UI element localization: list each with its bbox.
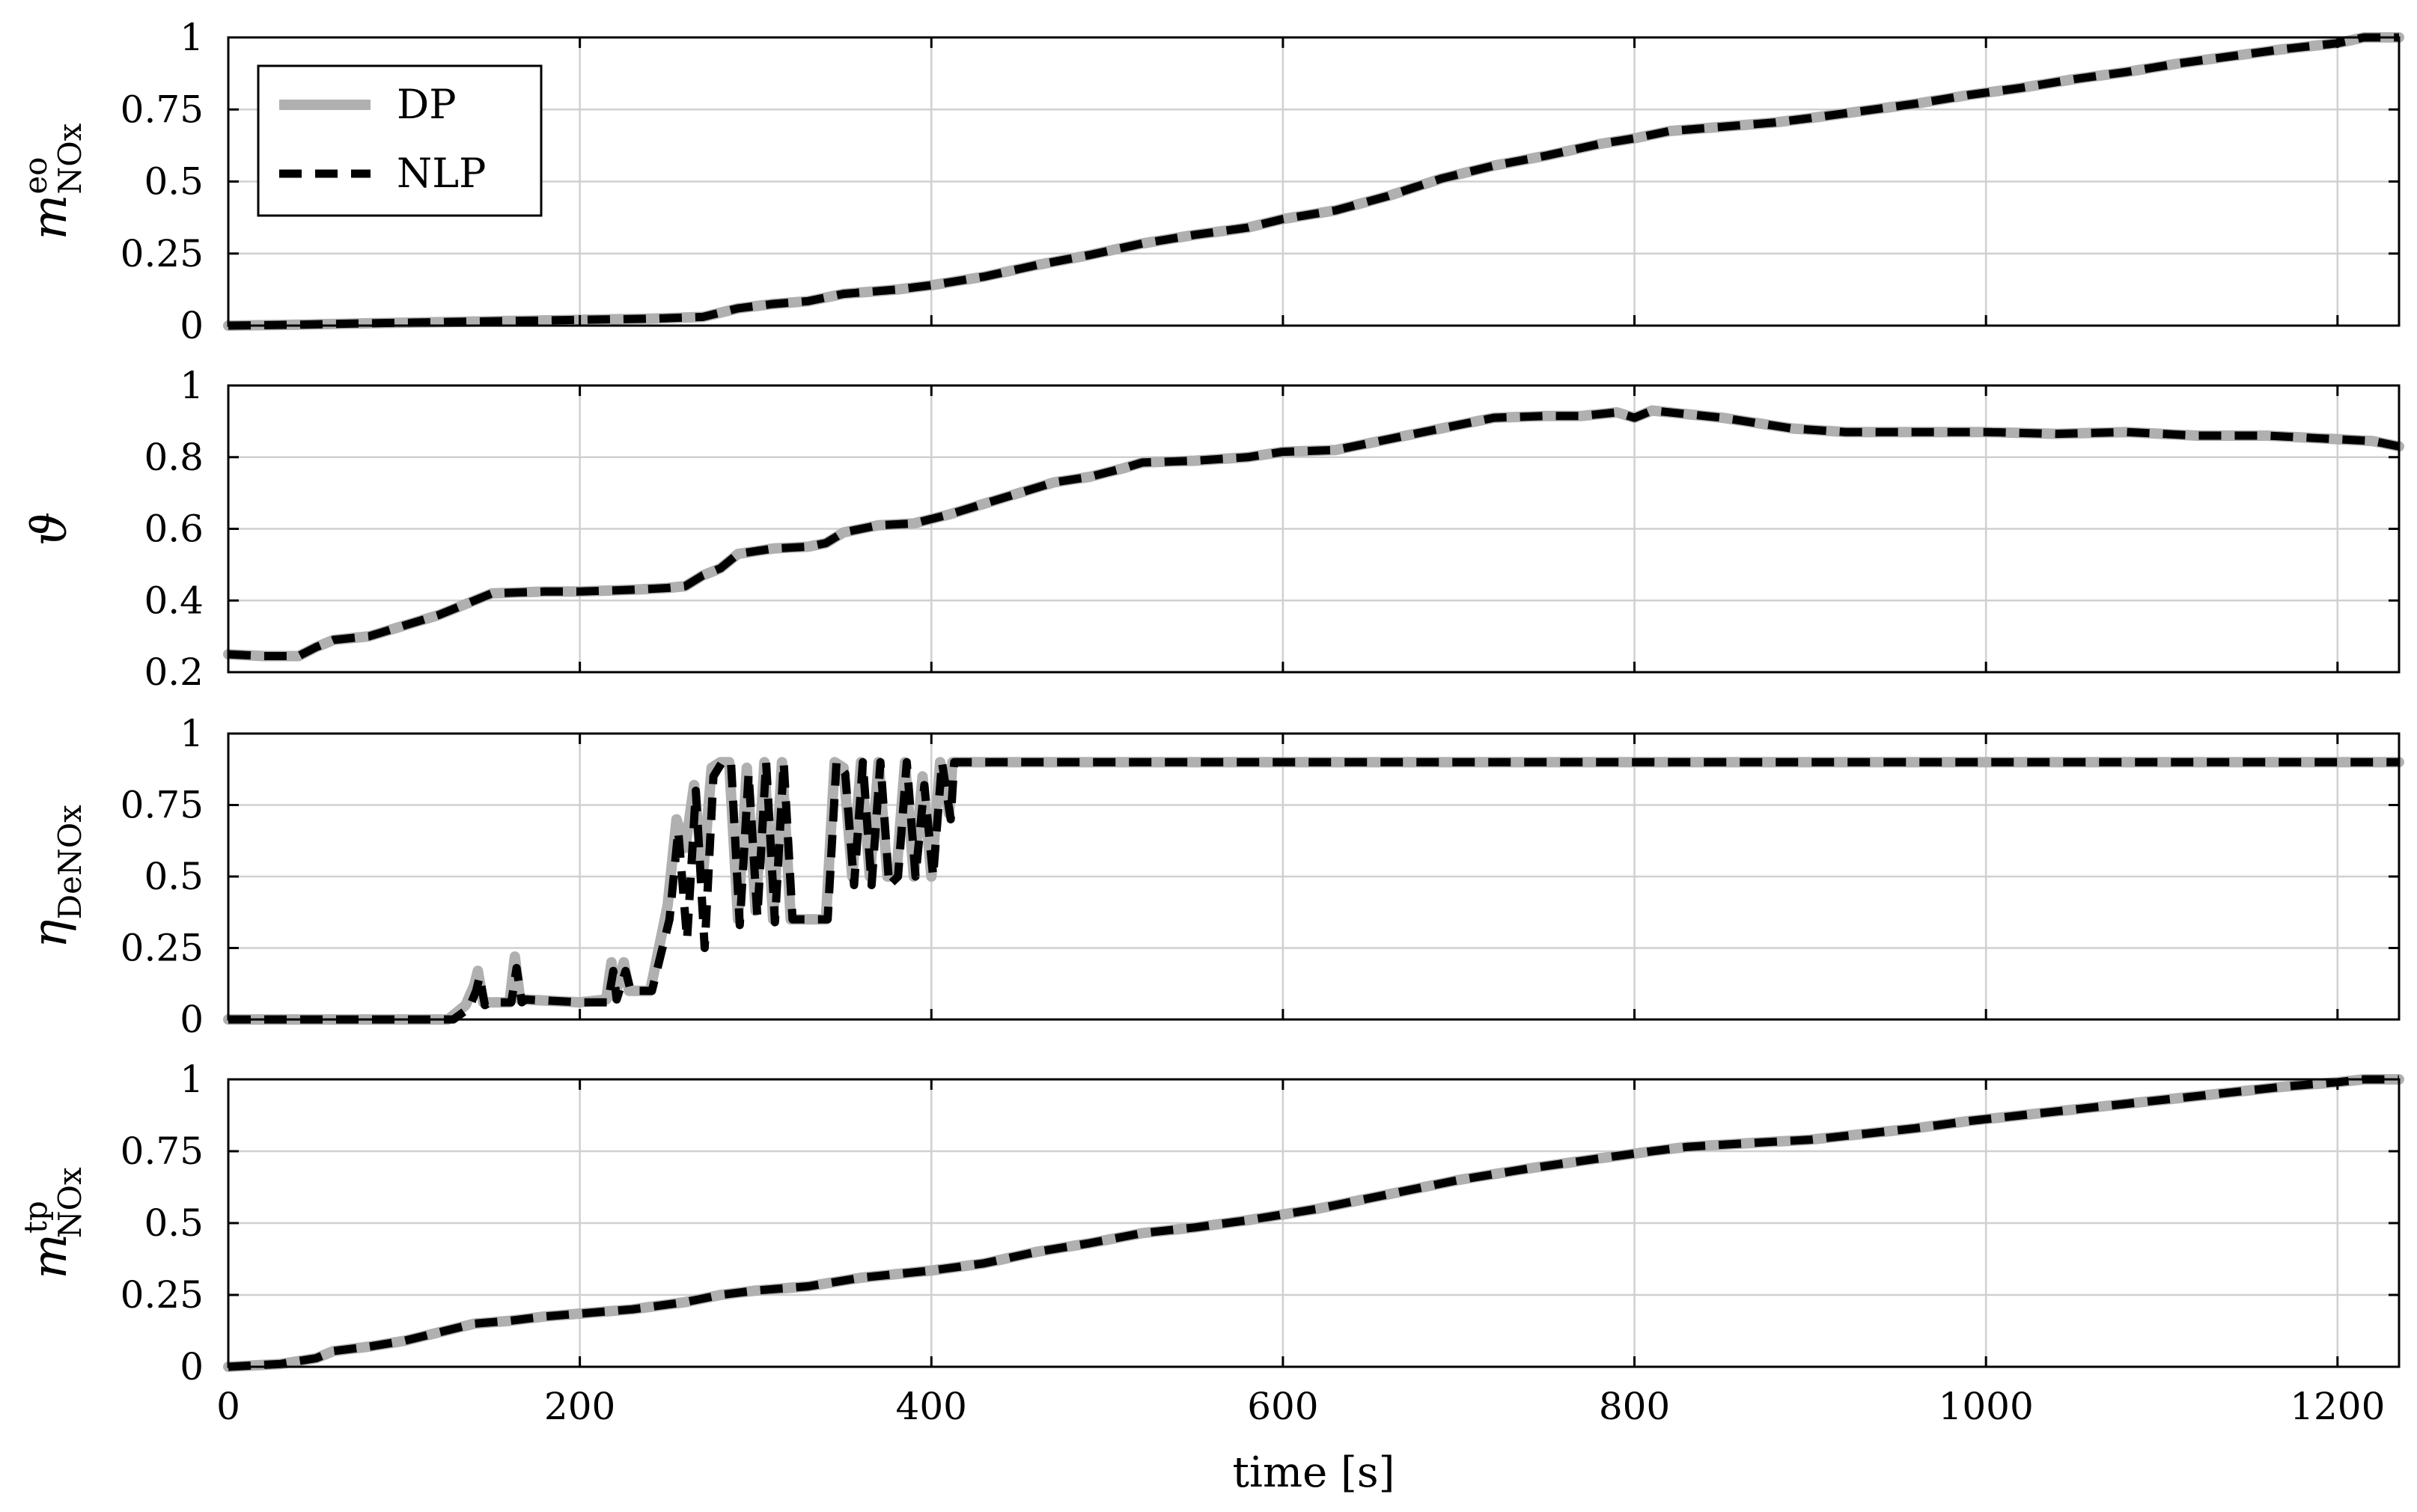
series-line-nlp <box>228 1075 2399 1371</box>
y-tick-label: 0.25 <box>121 1273 204 1317</box>
series-line-nlp <box>228 406 2401 660</box>
y-tick-label: 0 <box>180 304 204 347</box>
x-tick-label: 800 <box>1599 1385 1670 1428</box>
legend: DP NLP <box>257 64 543 217</box>
legend-label-dp: DP <box>397 81 457 128</box>
y-axis-label: meoNOx <box>17 123 88 240</box>
legend-box <box>257 64 543 217</box>
y-tick-label: 0.75 <box>121 88 204 131</box>
y-tick-label: 0.2 <box>144 650 204 694</box>
x-tick-label: 1200 <box>2290 1385 2385 1428</box>
y-axis-label-base: ϑ <box>22 512 78 546</box>
panel-eta: 0 0.25 0.5 0.75 1 ηDeNOx <box>22 712 2404 1041</box>
y-axis-label-sup: tp <box>17 1201 54 1234</box>
y-tick-label: 1 <box>180 16 204 59</box>
panel-m-eo: 0 0.25 0.5 0.75 1 meoNOx DP NLP <box>17 16 2404 347</box>
x-tick-label: 600 <box>1247 1385 1318 1428</box>
y-tick-label: 0.75 <box>121 784 204 827</box>
legend-label-nlp: NLP <box>397 150 486 197</box>
x-tick-label: 0 <box>216 1385 240 1428</box>
x-tick-label: 400 <box>896 1385 967 1428</box>
y-tick-label: 0.8 <box>144 436 204 479</box>
y-axis-label: ηDeNOx <box>22 805 88 948</box>
svg-text:ηDeNOx: ηDeNOx <box>22 805 88 948</box>
panel-m-tp: 0 0.25 0.5 0.75 1 0 200 400 600 800 1000 1200 time [… <box>17 1058 2404 1497</box>
y-tick-label: 0.5 <box>144 855 204 898</box>
svg-text:mtpNOx: mtpNOx <box>17 1167 88 1279</box>
y-axis-label: mtpNOx <box>17 1167 88 1279</box>
series-group <box>223 757 2404 1025</box>
svg-text:meoNOx: meoNOx <box>17 123 88 240</box>
series-line-nlp <box>228 757 2399 1024</box>
y-tick-label: 0.25 <box>121 232 204 275</box>
y-tick-label: 0.4 <box>144 579 204 622</box>
y-axis-label: ϑ <box>22 512 78 546</box>
series-group <box>223 1074 2404 1372</box>
y-tick-label: 1 <box>180 1058 204 1101</box>
y-axis-label-base: m <box>22 195 78 240</box>
svg-text:ϑ: ϑ <box>22 512 78 546</box>
y-axis-label-sub: NOx <box>52 1167 88 1238</box>
y-tick-label: 0.5 <box>144 1201 204 1245</box>
panel-theta: 0.2 0.4 0.6 0.8 1 ϑ <box>22 364 2404 694</box>
y-axis-label-sub: NOx <box>52 123 88 194</box>
series-line-dp <box>223 757 2404 1025</box>
y-tick-label: 0.25 <box>121 927 204 970</box>
y-tick-label: 1 <box>180 364 204 407</box>
y-tick-label: 0.6 <box>144 507 204 551</box>
y-axis-label-sup: eo <box>17 157 54 195</box>
x-axis-label: time [s] <box>1233 1448 1395 1497</box>
series-group <box>223 32 2404 331</box>
y-tick-label: 1 <box>180 712 204 755</box>
y-tick-label: 0.5 <box>144 160 204 204</box>
series-line-nlp <box>228 33 2399 330</box>
y-axis-label-base: m <box>22 1234 78 1279</box>
y-axis-label-base: η <box>22 920 78 948</box>
y-tick-label: 0.75 <box>121 1130 204 1173</box>
series-group <box>223 405 2404 662</box>
x-tick-label: 1000 <box>1939 1385 2034 1428</box>
x-tick-label: 200 <box>544 1385 615 1428</box>
y-tick-label: 0 <box>180 998 204 1041</box>
y-tick-label: 0 <box>180 1345 204 1388</box>
y-axis-label-sub: DeNOx <box>52 805 88 920</box>
